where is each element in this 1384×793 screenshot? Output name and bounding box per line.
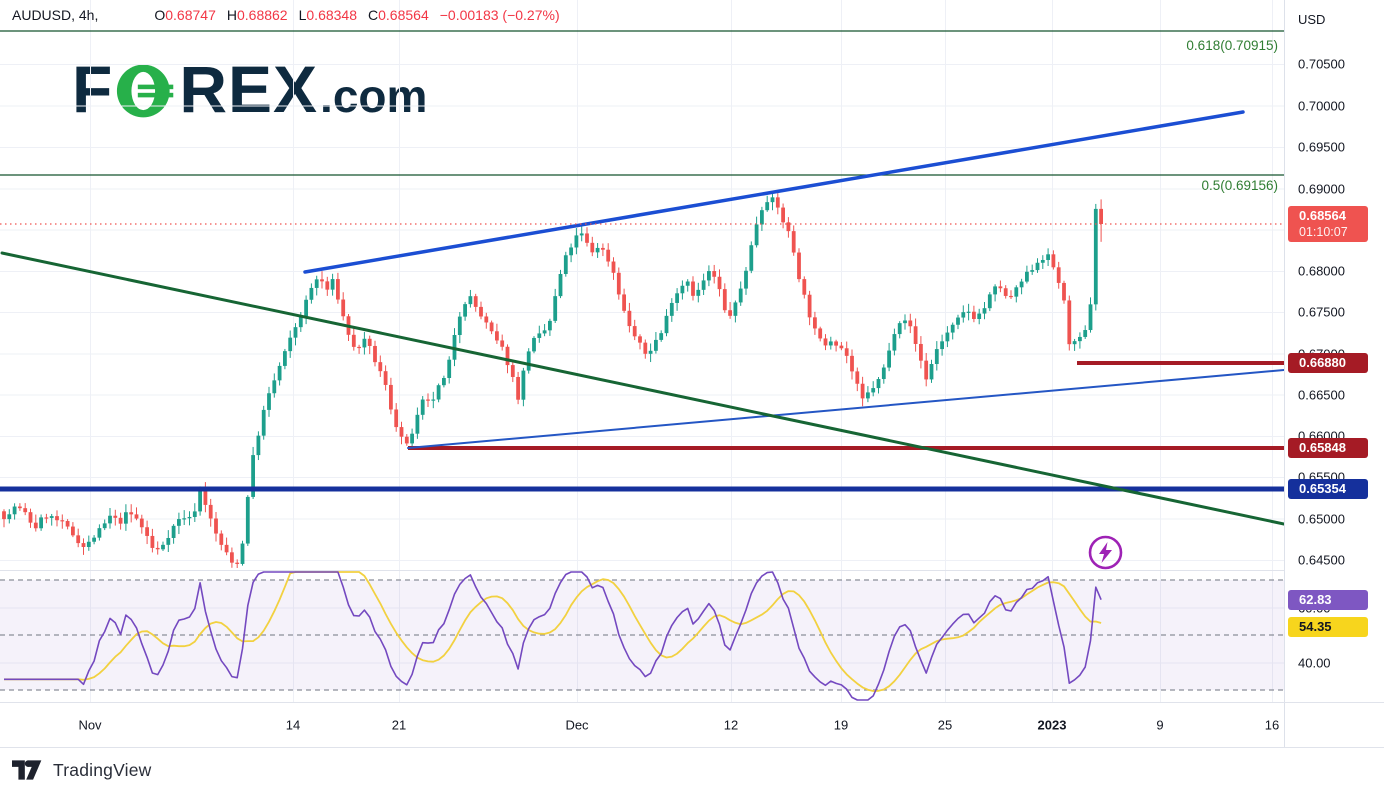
level-badge-65354: 0.65354: [1288, 479, 1368, 499]
date-label: Nov: [78, 717, 102, 733]
watermark-letters-rex: REX: [179, 52, 319, 126]
tradingview-attribution[interactable]: TradingView: [12, 760, 152, 781]
gridlines: [0, 0, 1284, 702]
fib-0618-label: 0.618(0.70915): [1186, 38, 1278, 53]
forex-logo-o-icon: [117, 64, 174, 118]
price-tick-label: 0.64500: [1298, 552, 1345, 568]
rsi-ma-badge: 54.35: [1288, 617, 1368, 637]
symbol-title[interactable]: AUDUSD, 4h,: [12, 7, 99, 23]
date-label: 19: [833, 717, 849, 733]
tradingview-brand-text: TradingView: [53, 760, 152, 780]
lightning-icon: [1088, 535, 1123, 570]
date-label: 14: [285, 717, 301, 733]
rsi-series: [4, 571, 1102, 701]
watermark-letter-f: F: [72, 52, 114, 126]
price-tick-label: 0.65000: [1298, 511, 1345, 526]
level-badge-65848: 0.65848: [1288, 438, 1368, 458]
price-tick-label: 40.00: [1298, 655, 1331, 670]
forex-com-watermark: F REX .com: [72, 52, 427, 122]
rsi-ma-line: [4, 571, 1102, 692]
rsi-line: [4, 571, 1102, 701]
price-axis[interactable]: USD 0.70500 0.70000 0.69500 0.69000 0.68000 0…: [1284, 0, 1384, 748]
rsi-value-badge: 62.83: [1288, 590, 1368, 610]
legend-o-value: O0.68747: [154, 7, 216, 23]
date-label: 16: [1264, 717, 1280, 733]
time-axis[interactable]: Nov 14 21 Dec 12 19 25 2023 9 16: [0, 702, 1384, 748]
price-tick-label: 0.70500: [1298, 56, 1345, 72]
price-tick-label: 0.69000: [1298, 181, 1345, 196]
watermark-dot-com: .com: [320, 70, 428, 122]
date-label: 21: [391, 717, 407, 733]
date-label: 12: [723, 717, 739, 733]
legend-l-value: L0.68348: [298, 7, 357, 23]
instant-trade-button[interactable]: [1087, 534, 1124, 571]
chart-canvas[interactable]: [0, 0, 1284, 748]
legend-h-value: H0.68862: [226, 7, 288, 23]
legend-change: −0.00183 (−0.27%): [439, 7, 560, 23]
legend-c-value: C0.68564: [368, 7, 429, 23]
price-tick-label: 0.70000: [1298, 98, 1345, 113]
level-badge-66880: 0.66880: [1288, 353, 1368, 373]
current-price-badge: 0.68564 01:10:07: [1288, 206, 1368, 242]
date-label: 25: [937, 717, 953, 733]
symbol-legend: AUDUSD, 4h, O0.68747 H0.68862 L0.68348 C0.6…: [12, 7, 571, 23]
candlestick-series: [2, 192, 1103, 568]
price-tick-label: 0.66500: [1298, 387, 1345, 402]
date-label: Dec: [565, 717, 589, 733]
annotation-lines: [0, 30, 1284, 526]
rising-wedge-upper: [303, 110, 1245, 274]
price-tick-label: 0.67500: [1298, 304, 1345, 320]
rising-wedge-lower: [407, 369, 1284, 449]
currency-label: USD: [1298, 12, 1326, 27]
legend-ohlc-values: O0.68747 H0.68862 L0.68348 C0.68564: [154, 7, 439, 23]
price-tick-label: 0.69500: [1298, 139, 1345, 155]
fib-05-label: 0.5(0.69156): [1201, 178, 1278, 193]
price-tick-label: 0.68000: [1298, 263, 1345, 279]
downtrend-line: [0, 251, 1284, 526]
date-label: 2023: [1037, 717, 1067, 733]
tradingview-logo-icon: [12, 760, 42, 780]
date-label: 9: [1156, 717, 1164, 733]
